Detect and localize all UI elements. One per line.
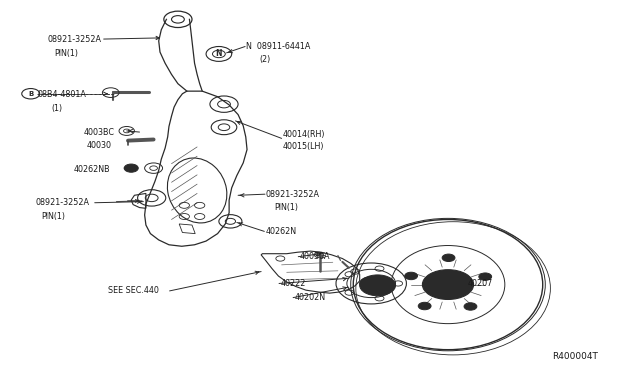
- Text: 40030A: 40030A: [300, 252, 330, 261]
- Circle shape: [404, 272, 417, 280]
- Text: 40202N: 40202N: [294, 293, 326, 302]
- Text: PIN(1): PIN(1): [274, 203, 298, 212]
- Text: PIN(1): PIN(1): [42, 212, 65, 221]
- Circle shape: [479, 273, 492, 280]
- Text: 40262N: 40262N: [266, 227, 297, 236]
- Text: N: N: [216, 49, 222, 58]
- Text: 40015(LH): 40015(LH): [283, 142, 324, 151]
- Circle shape: [422, 270, 474, 299]
- Text: 40207: 40207: [467, 279, 492, 288]
- Circle shape: [464, 303, 477, 310]
- Text: 40262NB: 40262NB: [74, 165, 110, 174]
- Text: 40222: 40222: [280, 279, 306, 288]
- Text: 08921-3252A: 08921-3252A: [35, 198, 89, 207]
- Text: SEE SEC.440: SEE SEC.440: [108, 286, 158, 295]
- Circle shape: [419, 302, 431, 310]
- Text: R400004T: R400004T: [552, 352, 598, 361]
- Circle shape: [370, 281, 385, 290]
- Circle shape: [432, 275, 464, 294]
- Circle shape: [360, 275, 396, 296]
- Text: N  08911-6441A: N 08911-6441A: [246, 42, 311, 51]
- Text: B: B: [28, 91, 33, 97]
- Text: (2): (2): [259, 55, 271, 64]
- Text: 08921-3252A: 08921-3252A: [48, 35, 102, 44]
- Text: PIN(1): PIN(1): [54, 49, 79, 58]
- Text: 4003BC: 4003BC: [83, 128, 114, 137]
- Text: 08B4-4801A: 08B4-4801A: [37, 90, 86, 99]
- Text: 40030: 40030: [86, 141, 111, 150]
- Circle shape: [442, 254, 455, 262]
- Text: 40014(RH): 40014(RH): [283, 130, 325, 139]
- Text: (1): (1): [51, 104, 62, 113]
- Circle shape: [124, 164, 138, 172]
- Text: 08921-3252A: 08921-3252A: [266, 190, 319, 199]
- Circle shape: [360, 277, 383, 290]
